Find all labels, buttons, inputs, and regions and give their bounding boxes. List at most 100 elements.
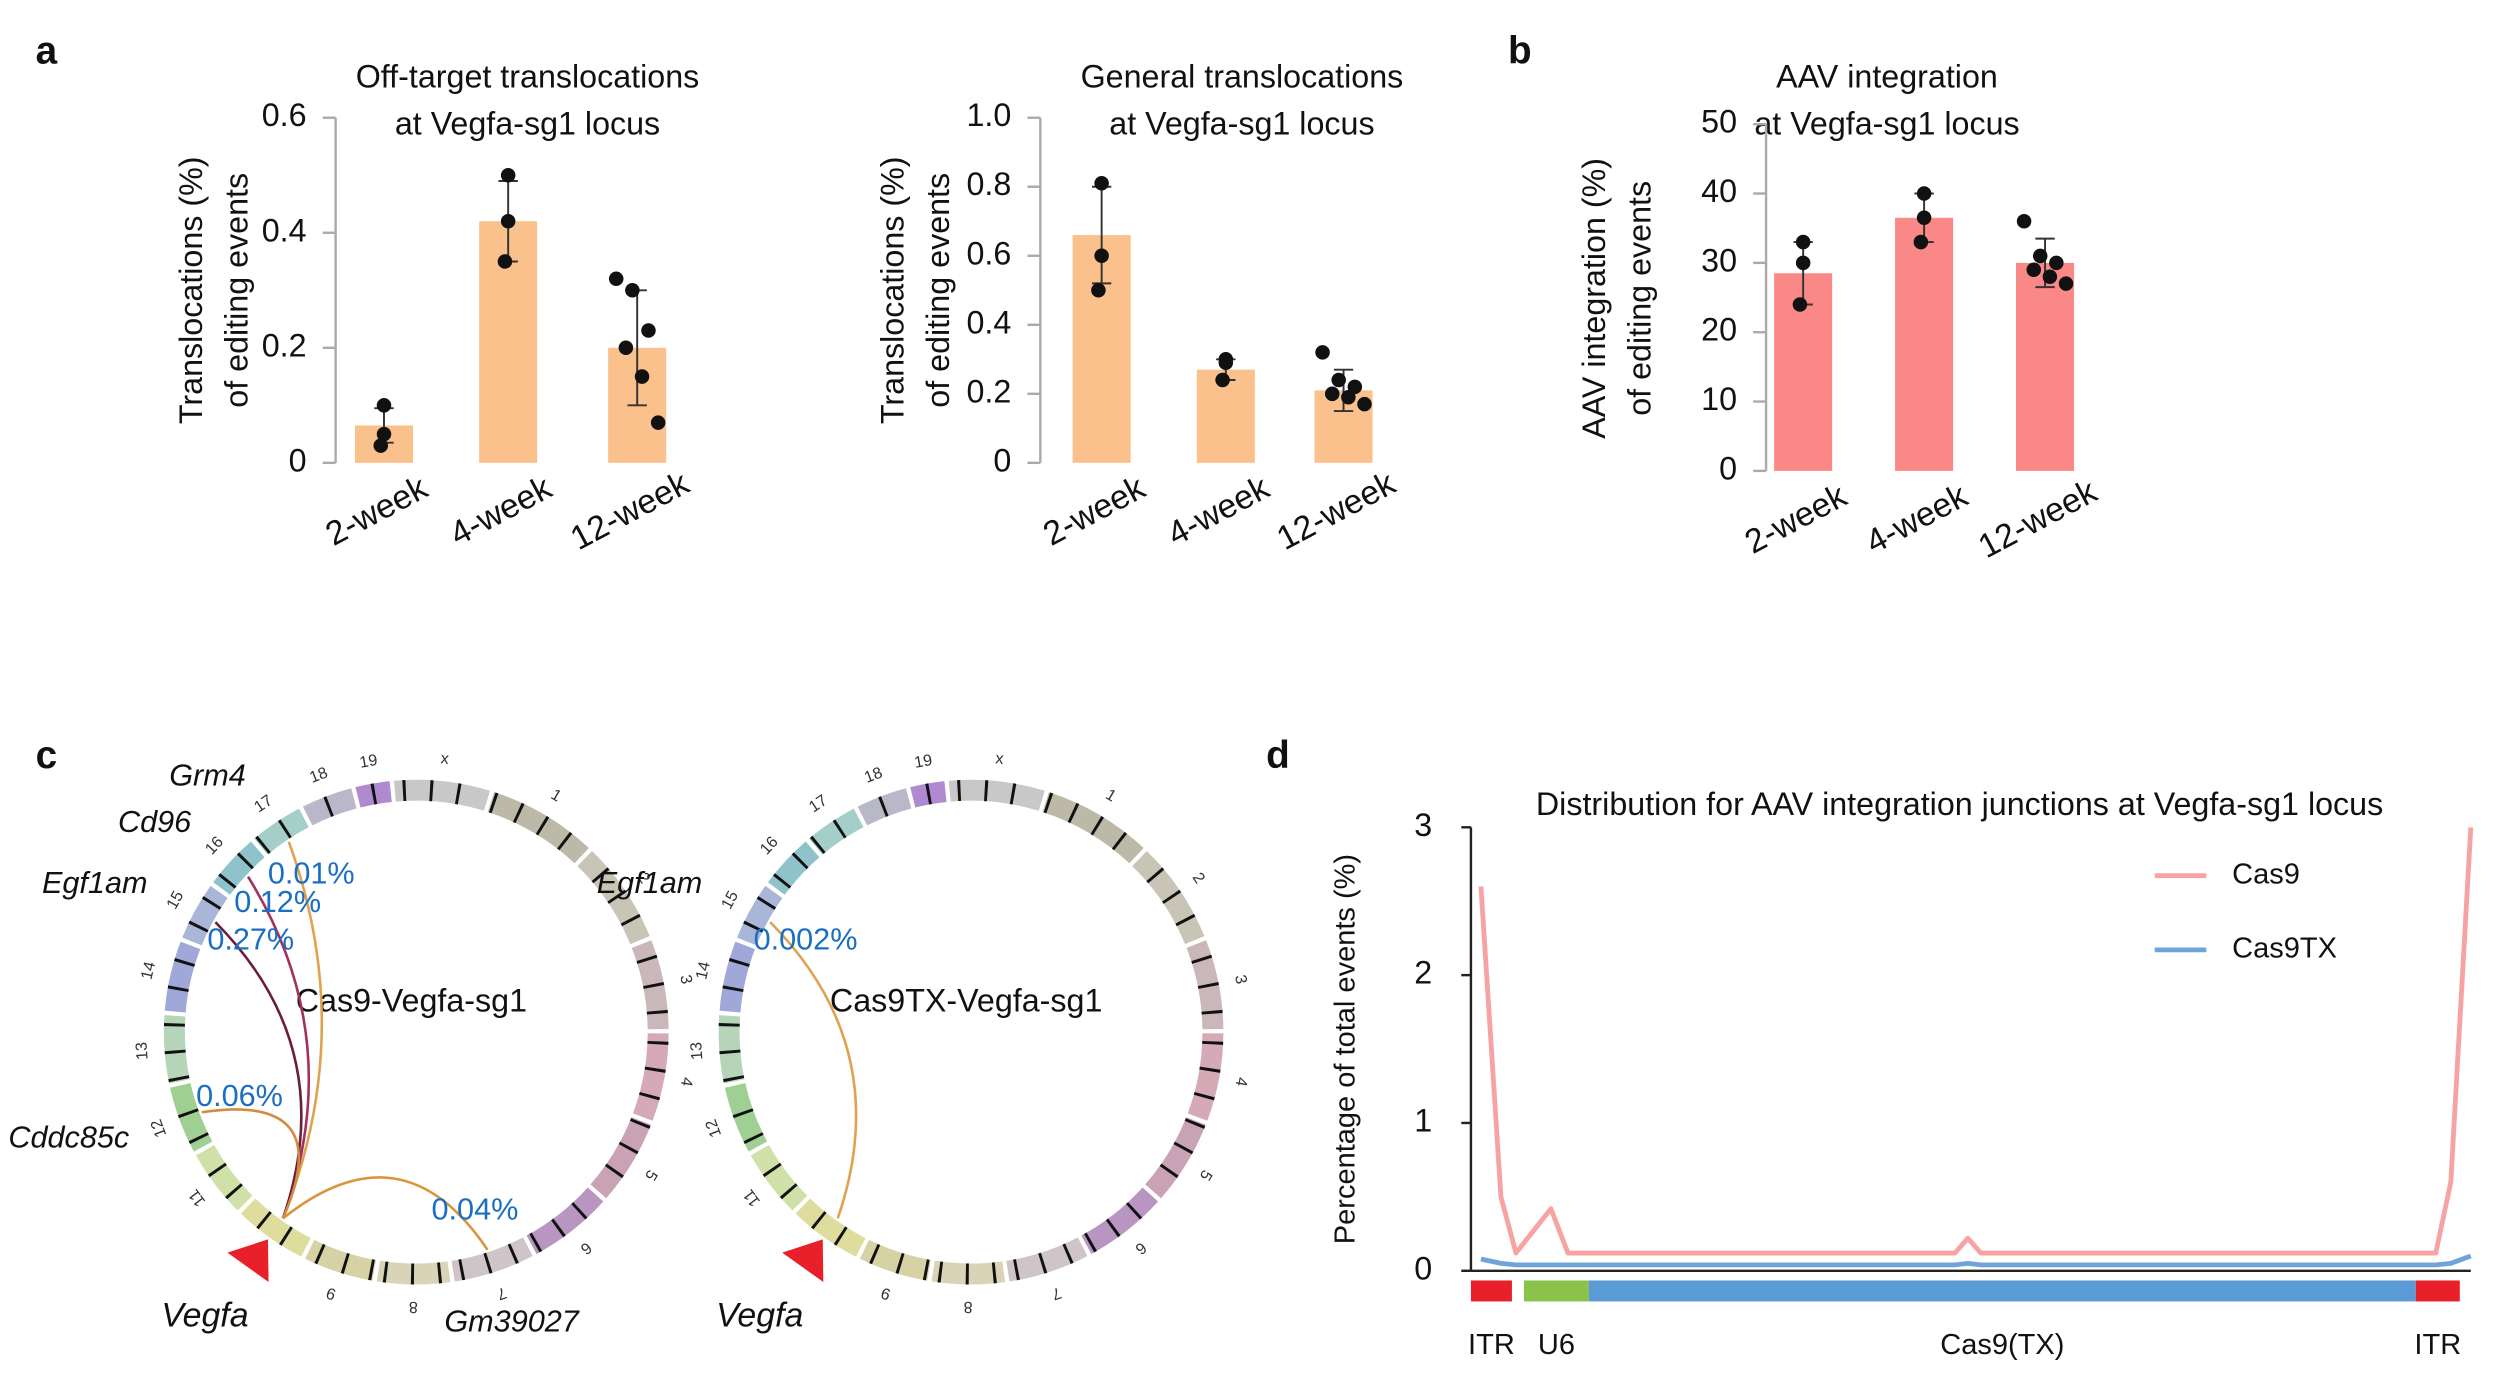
data-point	[2016, 214, 2032, 229]
chromosome-band	[723, 1075, 745, 1083]
data-point	[373, 438, 389, 453]
chromosome-band	[236, 852, 254, 870]
y-tick-label: 0	[1719, 450, 1737, 486]
chromosome-label: 14	[138, 960, 160, 982]
chromosome	[1042, 792, 1144, 864]
segment	[1523, 1280, 1589, 1302]
gene-label: Egf1am	[597, 866, 703, 900]
chromosome-band	[791, 852, 809, 870]
chromosome	[182, 885, 228, 946]
x-tick-label: 4-week	[444, 469, 558, 554]
y-tick-label: 40	[1701, 173, 1737, 209]
y-tick-label: 50	[1701, 104, 1737, 140]
chromosome-band	[483, 1252, 493, 1274]
chromosome-label: 12	[147, 1117, 170, 1140]
chromosome-band	[743, 920, 764, 933]
chromosome-band	[277, 819, 292, 839]
data-point	[1347, 379, 1363, 395]
legend-label: Cas9TX	[2232, 933, 2337, 965]
chromosome-label: 2	[1189, 869, 1209, 887]
chromosome-band	[607, 889, 627, 904]
segment	[1588, 1280, 2416, 1302]
chromosome-label: 15	[718, 888, 742, 912]
data-point	[2026, 262, 2042, 278]
chromosome-band	[756, 896, 777, 910]
chromosome-band	[207, 1162, 227, 1178]
chromosome	[808, 808, 864, 855]
chromosome	[1081, 1187, 1159, 1254]
chromosome-band	[368, 1259, 375, 1281]
value-label: 0.002%	[754, 923, 858, 957]
value-label: 0.06%	[196, 1079, 283, 1113]
chromosome-band	[323, 796, 334, 817]
data-point	[1913, 234, 1929, 250]
chromosome-label: 8	[963, 1298, 972, 1316]
y-axis-label: of editing events	[218, 173, 254, 408]
data-point	[618, 340, 634, 356]
data-point	[497, 254, 513, 269]
chromosome-band	[1146, 867, 1165, 884]
chromosome-band	[922, 1259, 930, 1281]
chromosome-label: 13	[132, 1041, 151, 1060]
data-point	[1341, 390, 1356, 405]
x-tick-label: 2-week	[319, 469, 433, 554]
data-point	[2049, 255, 2064, 271]
chromosome-band	[1184, 1118, 1206, 1129]
panel-label: a	[36, 29, 58, 72]
value-label: 0.27%	[207, 923, 294, 957]
y-tick-label: 2	[1414, 955, 1432, 991]
chromosome-band	[1125, 1202, 1143, 1220]
y-tick-label: 0.8	[966, 166, 1011, 202]
chromosome-band	[743, 1132, 764, 1145]
chord-title: Cas9-Vegfa-sg1	[296, 983, 527, 1019]
chromosome-band	[174, 958, 196, 967]
chromosome-band	[167, 985, 189, 993]
chromosome-band	[1162, 889, 1182, 904]
chromosome	[767, 841, 820, 895]
y-tick-label: 0	[993, 442, 1011, 478]
chromosome-band	[728, 958, 750, 967]
chromosome-band	[1105, 1218, 1121, 1238]
chart-title: at Vegfa-sg1 locus	[1754, 105, 2019, 141]
chromosome-label: 12	[702, 1117, 725, 1140]
chromosome-band	[1159, 1163, 1179, 1179]
chromosome-label: 17	[251, 791, 276, 816]
chromosome-label: 1	[548, 785, 565, 805]
chromosome-band	[604, 1163, 624, 1179]
value-label: 0.01%	[268, 856, 355, 890]
chromosome	[590, 1116, 651, 1199]
chromosome	[170, 1082, 213, 1152]
chromosome	[393, 779, 491, 811]
data-point	[376, 398, 392, 413]
chromosome	[213, 841, 265, 895]
chromosome-band	[618, 1141, 639, 1155]
chart-title: General translocations	[1081, 59, 1404, 95]
chromosome-band	[201, 896, 222, 910]
y-tick-label: 30	[1701, 242, 1737, 278]
chromosome-label: 4	[677, 1076, 696, 1088]
chromosome-band	[1191, 954, 1213, 964]
chromosome-band	[177, 1108, 199, 1119]
chromosome-label: 6	[577, 1238, 595, 1258]
y-tick-label: 1	[1414, 1102, 1432, 1138]
chromosome-band	[732, 1108, 754, 1119]
chromosome-band	[1038, 1252, 1048, 1274]
data-point	[608, 271, 624, 287]
chromosome-band	[256, 1211, 272, 1230]
chromosome-label: 7	[1049, 1283, 1063, 1303]
chromosome	[737, 885, 783, 946]
panel-label: c	[36, 734, 58, 777]
chromosome-label: 18	[862, 764, 885, 787]
y-tick-label: 3	[1414, 807, 1432, 843]
data-point	[634, 369, 650, 384]
y-tick-label: 10	[1701, 381, 1737, 417]
segment	[1470, 1280, 1512, 1302]
chromosome	[240, 1198, 311, 1257]
chromosome-label: 7	[495, 1283, 509, 1303]
chromosome-label: 4	[1232, 1076, 1251, 1088]
source-label: Vegfa	[716, 1297, 803, 1335]
link	[769, 921, 858, 1219]
x-tick-label: 4-week	[1161, 469, 1275, 554]
chromosome-band	[279, 1226, 293, 1246]
